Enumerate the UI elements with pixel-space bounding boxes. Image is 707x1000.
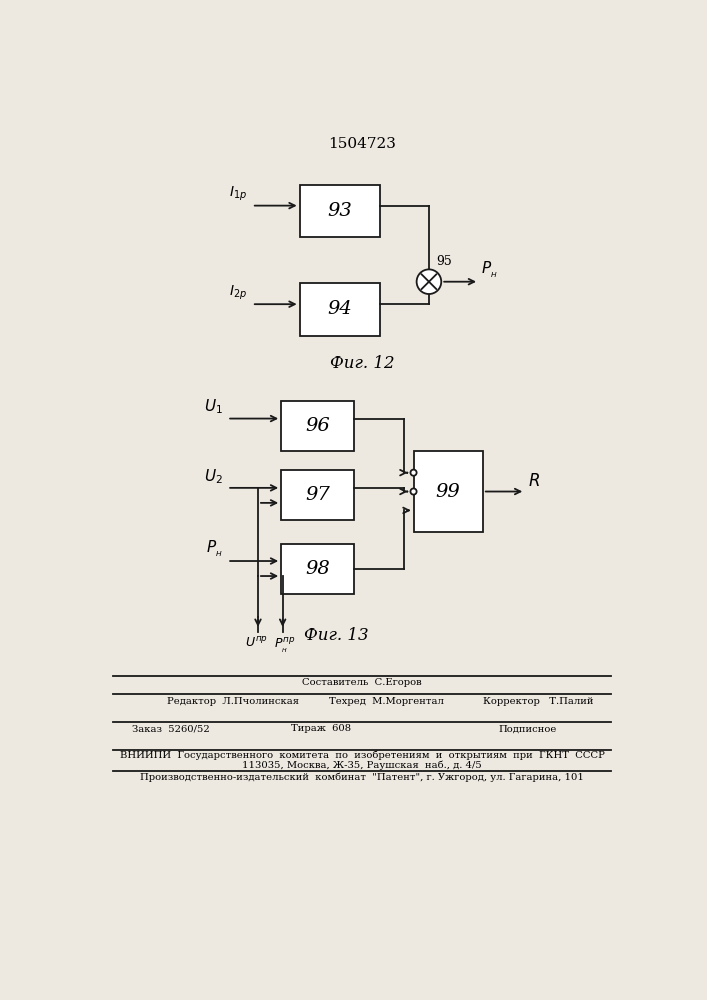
Text: 99: 99 bbox=[436, 483, 460, 501]
Text: $I_{1p}$: $I_{1p}$ bbox=[229, 185, 247, 203]
Text: $I_{2p}$: $I_{2p}$ bbox=[229, 284, 247, 302]
Bar bbox=[281, 401, 354, 451]
Text: Фиг. 13: Фиг. 13 bbox=[304, 627, 369, 644]
Text: Тираж  608: Тираж 608 bbox=[291, 724, 351, 733]
Text: Подписное: Подписное bbox=[498, 724, 556, 733]
Text: 94: 94 bbox=[327, 300, 352, 318]
Circle shape bbox=[416, 269, 441, 294]
Text: Корректор   Т.Палий: Корректор Т.Палий bbox=[483, 697, 593, 706]
Text: $U^{пр}$: $U^{пр}$ bbox=[245, 636, 268, 650]
Text: Фиг. 12: Фиг. 12 bbox=[329, 355, 395, 372]
Text: 93: 93 bbox=[327, 202, 352, 220]
Text: Редактор  Л.Пчолинская: Редактор Л.Пчолинская bbox=[167, 697, 299, 706]
Text: $U_1$: $U_1$ bbox=[204, 398, 223, 416]
Text: Техред  М.Моргентал: Техред М.Моргентал bbox=[329, 697, 444, 706]
Text: $P^{пр}_{_H}$: $P^{пр}_{_H}$ bbox=[274, 636, 295, 655]
Bar bbox=[300, 283, 380, 336]
Bar bbox=[300, 185, 380, 237]
Text: 95: 95 bbox=[437, 255, 452, 268]
Text: 113035, Москва, Ж-35, Раушская  наб., д. 4/5: 113035, Москва, Ж-35, Раушская наб., д. … bbox=[242, 761, 482, 770]
Text: Производственно-издательский  комбинат  "Патент", г. Ужгород, ул. Гагарина, 101: Производственно-издательский комбинат "П… bbox=[140, 773, 584, 782]
Bar bbox=[281, 470, 354, 520]
Text: 97: 97 bbox=[305, 486, 330, 504]
Bar bbox=[414, 451, 483, 532]
Text: Заказ  5260/52: Заказ 5260/52 bbox=[132, 724, 210, 733]
Text: 96: 96 bbox=[305, 417, 330, 435]
Text: $P_{_H}$: $P_{_H}$ bbox=[481, 260, 498, 280]
Text: $P_{_H}$: $P_{_H}$ bbox=[206, 538, 223, 559]
Text: $R$: $R$ bbox=[527, 473, 539, 490]
Text: $U_2$: $U_2$ bbox=[204, 467, 223, 486]
Bar bbox=[281, 544, 354, 594]
Text: 1504723: 1504723 bbox=[328, 137, 396, 151]
Text: ВНИИПИ  Государственного  комитета  по  изобретениям  и  открытиям  при  ГКНТ  С: ВНИИПИ Государственного комитета по изоб… bbox=[119, 751, 604, 760]
Text: Составитель  С.Егоров: Составитель С.Егоров bbox=[302, 678, 422, 687]
Circle shape bbox=[411, 470, 416, 476]
Circle shape bbox=[411, 488, 416, 495]
Text: 98: 98 bbox=[305, 560, 330, 578]
